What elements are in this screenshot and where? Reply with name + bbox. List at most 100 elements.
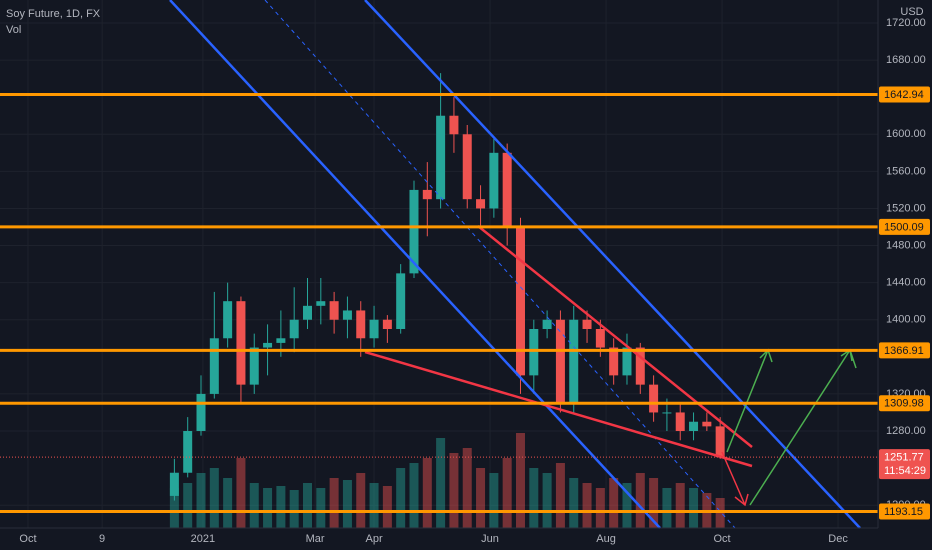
volume-bar (569, 478, 579, 528)
volume-bar (555, 463, 565, 528)
chart-title: Soy Future, 1D, FX (6, 8, 101, 20)
candle-body (356, 310, 366, 339)
volume-bar (209, 468, 219, 528)
candle-body (382, 319, 392, 330)
level-tag (879, 395, 930, 412)
level-tag (879, 86, 930, 103)
y-tick-label: 1480.00 (886, 239, 926, 251)
candle-body (609, 347, 619, 376)
candle-body (542, 319, 552, 330)
arrow (749, 349, 851, 506)
volume-bar (449, 453, 459, 528)
volume-bar (409, 463, 419, 528)
candle-body (476, 199, 486, 209)
volume-bar (675, 483, 685, 528)
x-tick-label: Jun (481, 533, 499, 545)
candle-body (715, 426, 725, 458)
volume-bar (502, 458, 512, 528)
x-tick-label: Mar (306, 533, 325, 545)
volume-bar (356, 473, 366, 528)
candle-body (276, 338, 286, 343)
arrow (726, 349, 769, 453)
candle-body (183, 431, 193, 473)
candle-body (436, 115, 446, 200)
volume-bar (529, 468, 539, 528)
candle-body (342, 310, 352, 320)
volume-bar (542, 473, 552, 528)
y-tick-label: 1680.00 (886, 54, 926, 66)
volume-bar (662, 488, 672, 528)
countdown-label: 11:54:29 (884, 465, 926, 477)
arrow (849, 349, 857, 369)
volume-bar (289, 490, 299, 528)
currency: USD (900, 6, 923, 18)
volume-bar (582, 483, 592, 528)
candle-body (555, 319, 565, 404)
volume-bar (382, 486, 392, 528)
arrow-head (734, 493, 749, 507)
candle-body (209, 338, 219, 394)
candle-body (529, 329, 539, 376)
x-tick-label: Oct (19, 533, 36, 545)
candle-body (449, 115, 459, 135)
candle-body (289, 319, 299, 339)
y-tick-label: 1440.00 (886, 277, 926, 289)
wedge-line (477, 225, 753, 448)
volume-bar (635, 473, 645, 528)
volume-bar (436, 438, 446, 528)
level-tag (879, 218, 930, 235)
volume-bar (223, 478, 233, 528)
volume-label: Vol (6, 24, 21, 36)
volume-bar (276, 486, 286, 528)
wedge-line (364, 350, 753, 468)
volume-bar (595, 488, 605, 528)
channel-midline (264, 0, 736, 529)
level-tag (879, 342, 930, 359)
volume-bar (422, 458, 432, 528)
y-tick-label: 1280.00 (886, 425, 926, 437)
volume-bar (649, 478, 659, 528)
x-tick-label: Oct (714, 533, 731, 545)
level-label: 1642.94 (884, 89, 924, 101)
candle-body (702, 421, 712, 427)
volume-bar (609, 478, 619, 528)
candle-body (236, 301, 246, 385)
volume-bar (476, 468, 486, 528)
last-price-label: 1251.77 (884, 452, 924, 464)
x-tick-label: Dec (828, 533, 848, 545)
y-tick-label: 1600.00 (886, 128, 926, 140)
volume-bar (689, 488, 699, 528)
volume-bar (489, 473, 499, 528)
volume-bar (396, 468, 406, 528)
volume-bar (196, 473, 206, 528)
x-tick-label: 2021 (191, 533, 215, 545)
candle-body (369, 319, 379, 339)
candle-body (622, 347, 632, 376)
volume-bar (515, 433, 525, 528)
x-tick-label: Apr (365, 533, 382, 545)
candle-body (329, 301, 339, 320)
level-label: 1309.98 (884, 398, 924, 410)
candle-body (489, 152, 499, 209)
candle-body (462, 134, 472, 200)
candle-body (316, 301, 326, 306)
volume-bar (462, 448, 472, 528)
channel-line (364, 0, 861, 529)
level-label: 1193.15 (884, 506, 923, 518)
candle-body (635, 347, 645, 385)
channel-line (169, 0, 661, 529)
candle-body (223, 301, 233, 339)
level-label: 1500.09 (884, 221, 924, 233)
volume-bar (369, 483, 379, 528)
volume-layer (169, 433, 725, 528)
candle-body (422, 189, 432, 200)
candle-body (263, 342, 273, 348)
x-tick-label: Aug (596, 533, 616, 545)
level-tag (879, 503, 930, 520)
volume-bar (329, 478, 339, 528)
candle-body (249, 347, 259, 385)
volume-bar (183, 483, 193, 528)
volume-bar (263, 488, 273, 528)
volume-bar (169, 488, 179, 528)
